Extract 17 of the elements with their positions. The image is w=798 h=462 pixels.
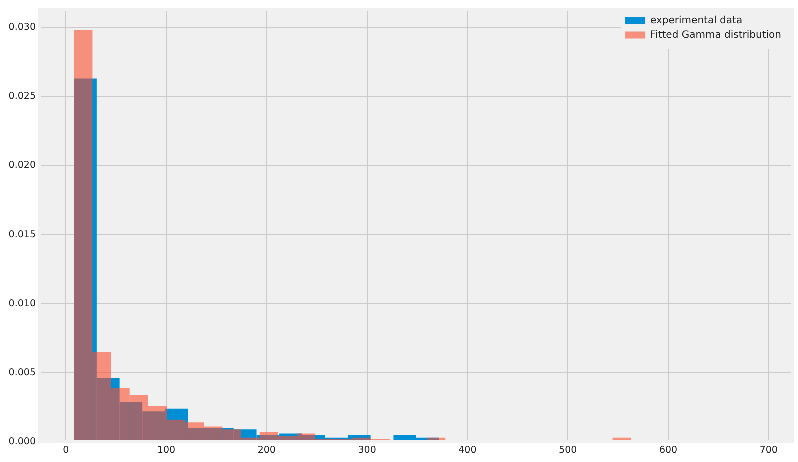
y-tick-label: 0.000 [8, 436, 36, 448]
x-tick-label: 500 [559, 445, 578, 456]
legend-label: Fitted Gamma distribution [650, 30, 782, 41]
x-tick-label: 400 [458, 445, 477, 456]
x-tick-label: 300 [358, 445, 376, 456]
y-tick-label: 0.030 [8, 22, 36, 34]
x-tick-label: 200 [258, 445, 276, 456]
y-tick-label: 0.010 [8, 298, 36, 310]
x-tick-label: 100 [157, 445, 176, 456]
legend-label: experimental data [650, 15, 743, 26]
x-tick-label: 0 [63, 445, 70, 456]
y-tick-label: 0.025 [8, 91, 36, 102]
x-tick-label: 600 [659, 445, 678, 456]
x-tick-label: 700 [760, 445, 778, 456]
y-tick-label: 0.015 [8, 229, 36, 240]
y-tick-label: 0.020 [8, 160, 36, 172]
y-tick-label: 0.005 [8, 367, 36, 378]
